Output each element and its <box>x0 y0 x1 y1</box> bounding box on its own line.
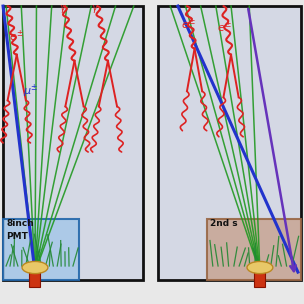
FancyBboxPatch shape <box>3 6 143 280</box>
Text: $e^{\pm}$: $e^{\pm}$ <box>217 20 232 35</box>
FancyBboxPatch shape <box>207 219 301 280</box>
Ellipse shape <box>22 261 48 274</box>
Text: $e^{\pm}$: $e^{\pm}$ <box>9 29 24 44</box>
FancyBboxPatch shape <box>158 6 301 280</box>
FancyBboxPatch shape <box>3 219 79 280</box>
Ellipse shape <box>247 261 273 274</box>
Bar <box>29 269 40 287</box>
Bar <box>254 269 265 287</box>
Text: PMT: PMT <box>6 232 28 241</box>
Text: 8inch: 8inch <box>6 219 34 229</box>
Text: $\mu^{\pm}$: $\mu^{\pm}$ <box>23 83 38 100</box>
Text: $\gamma$: $\gamma$ <box>91 3 99 15</box>
Text: 2nd s: 2nd s <box>210 219 237 229</box>
Text: $e^{\pm}$: $e^{\pm}$ <box>181 17 196 32</box>
Text: $\gamma$: $\gamma$ <box>59 3 67 15</box>
